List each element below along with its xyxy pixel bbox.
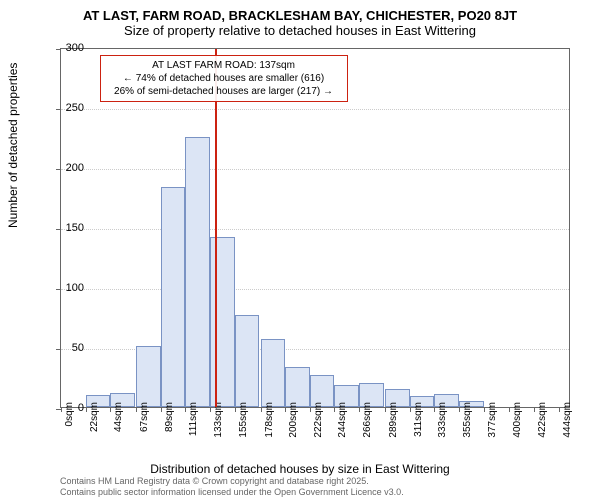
x-tick-label: 400sqm	[512, 402, 523, 438]
x-tick-mark	[534, 407, 535, 412]
x-tick-mark	[434, 407, 435, 412]
x-tick-label: 333sqm	[437, 402, 448, 438]
grid-line	[61, 229, 569, 230]
x-tick-label: 377sqm	[487, 402, 498, 438]
x-tick-label: 133sqm	[213, 402, 224, 438]
y-tick-label: 50	[44, 342, 84, 354]
x-tick-mark	[185, 407, 186, 412]
x-tick-mark	[136, 407, 137, 412]
x-tick-mark	[385, 407, 386, 412]
x-tick-mark	[484, 407, 485, 412]
annotation-line: AT LAST FARM ROAD: 137sqm	[107, 59, 341, 72]
x-tick-label: 244sqm	[337, 402, 348, 438]
x-tick-label: 355sqm	[462, 402, 473, 438]
title-line-1: AT LAST, FARM ROAD, BRACKLESHAM BAY, CHI…	[0, 8, 600, 23]
x-tick-label: 200sqm	[288, 402, 299, 438]
annotation-box: AT LAST FARM ROAD: 137sqm← 74% of detach…	[100, 55, 348, 102]
x-tick-label: 67sqm	[139, 402, 150, 432]
x-tick-mark	[310, 407, 311, 412]
histogram-bar	[235, 315, 260, 407]
chart-title: AT LAST, FARM ROAD, BRACKLESHAM BAY, CHI…	[0, 0, 600, 38]
chart-plot-area: 0sqm22sqm44sqm67sqm89sqm111sqm133sqm155s…	[60, 48, 570, 408]
reference-line	[215, 49, 217, 407]
x-tick-mark	[285, 407, 286, 412]
x-tick-label: 44sqm	[113, 402, 124, 432]
x-tick-label: 422sqm	[537, 402, 548, 438]
histogram-bar	[136, 346, 161, 407]
histogram-bar	[185, 137, 210, 407]
x-tick-label: 111sqm	[188, 402, 199, 436]
annotation-line: 26% of semi-detached houses are larger (…	[107, 85, 341, 98]
grid-line	[61, 109, 569, 110]
x-tick-mark	[110, 407, 111, 412]
y-tick-label: 200	[44, 162, 84, 174]
x-tick-mark	[459, 407, 460, 412]
x-tick-mark	[86, 407, 87, 412]
y-tick-label: 0	[44, 402, 84, 414]
annotation-line: ← 74% of detached houses are smaller (61…	[107, 72, 341, 85]
title-line-2: Size of property relative to detached ho…	[0, 23, 600, 38]
x-tick-mark	[334, 407, 335, 412]
attribution-line-1: Contains HM Land Registry data © Crown c…	[60, 476, 404, 487]
x-tick-label: 155sqm	[238, 402, 249, 438]
x-tick-label: 311sqm	[413, 402, 424, 437]
grid-line	[61, 169, 569, 170]
y-tick-label: 100	[44, 282, 84, 294]
attribution-line-2: Contains public sector information licen…	[60, 487, 404, 498]
histogram-bar	[161, 187, 186, 407]
y-axis-label: Number of detached properties	[6, 63, 20, 228]
x-tick-mark	[410, 407, 411, 412]
x-tick-mark	[261, 407, 262, 412]
x-tick-mark	[235, 407, 236, 412]
x-tick-mark	[559, 407, 560, 412]
x-tick-mark	[210, 407, 211, 412]
x-tick-label: 266sqm	[362, 402, 373, 438]
y-tick-label: 150	[44, 222, 84, 234]
x-tick-mark	[509, 407, 510, 412]
y-tick-label: 300	[44, 42, 84, 54]
x-tick-label: 178sqm	[264, 402, 275, 438]
x-axis-label: Distribution of detached houses by size …	[0, 462, 600, 476]
y-tick-label: 250	[44, 102, 84, 114]
x-tick-label: 22sqm	[89, 402, 100, 432]
histogram-bar	[261, 339, 286, 407]
x-tick-label: 289sqm	[388, 402, 399, 438]
x-tick-mark	[359, 407, 360, 412]
x-tick-mark	[161, 407, 162, 412]
grid-line	[61, 289, 569, 290]
x-tick-label: 444sqm	[562, 402, 573, 438]
x-tick-label: 89sqm	[164, 402, 175, 432]
attribution-text: Contains HM Land Registry data © Crown c…	[60, 476, 404, 498]
x-tick-label: 222sqm	[313, 402, 324, 438]
